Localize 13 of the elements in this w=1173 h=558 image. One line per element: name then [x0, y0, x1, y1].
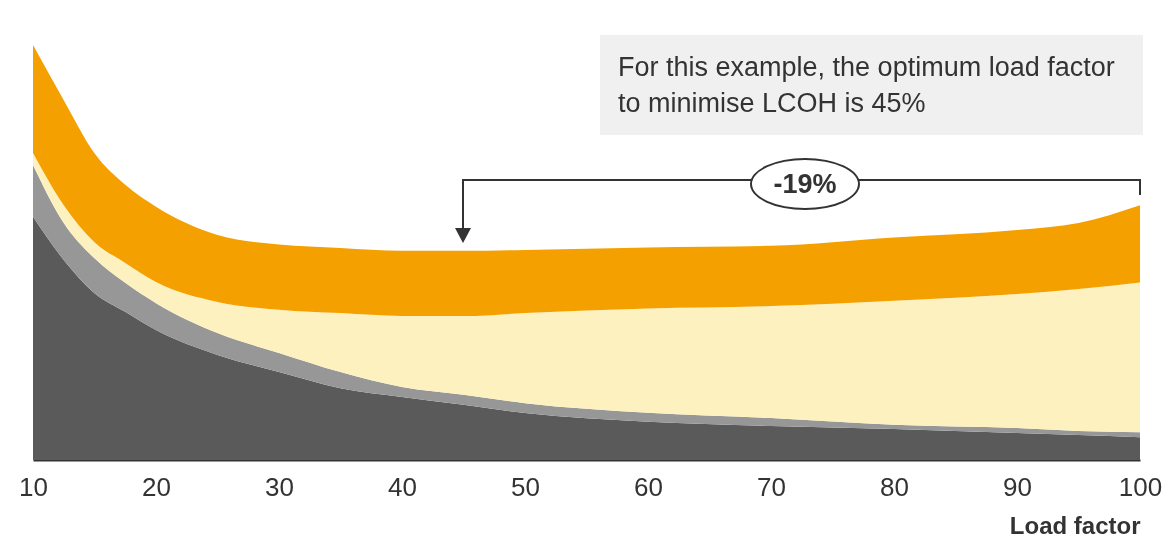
x-tick-label: 80	[880, 471, 909, 502]
x-tick-label: 30	[265, 471, 294, 502]
x-tick-label: 60	[634, 471, 663, 502]
annotation: For this example, the optimum load factor to minimise LCOH is 45%	[600, 35, 1143, 135]
x-tick-label: 20	[142, 471, 171, 502]
x-tick-label: 40	[388, 471, 417, 502]
annotation: -19%	[750, 158, 860, 210]
x-tick-label: 10	[19, 471, 48, 502]
x-tick-label: 90	[1003, 471, 1032, 502]
x-tick-label: 70	[757, 471, 786, 502]
x-tick-label: 50	[511, 471, 540, 502]
x-axis-title: Load factor	[1009, 511, 1141, 539]
x-tick-label: 100	[1118, 471, 1163, 502]
